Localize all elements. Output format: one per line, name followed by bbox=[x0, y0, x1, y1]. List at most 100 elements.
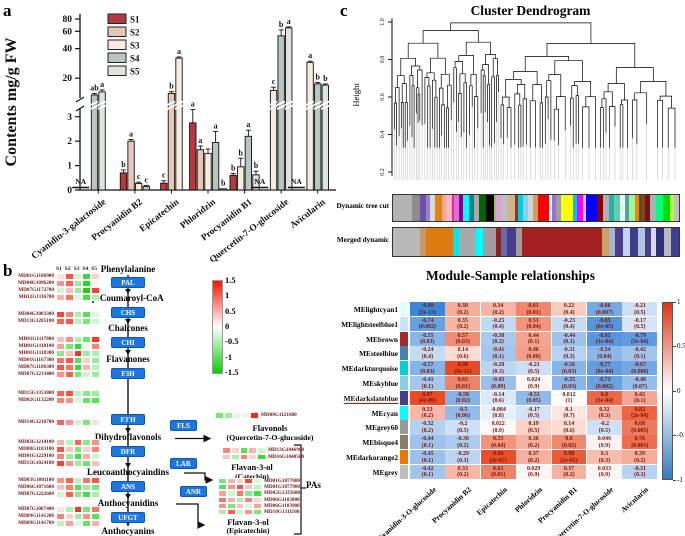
dynamic-module-stripe bbox=[634, 195, 639, 221]
dynamic-module-stripe bbox=[501, 195, 508, 221]
correlation-cell: 0.38 (0.2) bbox=[445, 302, 481, 317]
node-phenylalanine: Phenylalanine bbox=[100, 264, 156, 274]
sig-letter: c bbox=[144, 175, 148, 184]
correlation-cell: 0.012 (1) bbox=[551, 390, 587, 405]
correlation-cell: -0.42 (0.1) bbox=[410, 464, 445, 479]
correlation-cell: -0.17 (0.5) bbox=[622, 316, 658, 331]
correlation-cell: -0.79 (5e-04) bbox=[622, 331, 658, 346]
product-catechin: Flavan-3-ol bbox=[231, 462, 273, 472]
sig-letter: b bbox=[315, 72, 320, 81]
correlation-cell: -0.2 (0.5) bbox=[587, 420, 622, 435]
product-flavonols: Flavonols bbox=[252, 423, 288, 433]
correlation-cell: -0.66 (0.007) bbox=[587, 302, 622, 317]
node-anthocyanidins: Anthocyanidins bbox=[97, 498, 159, 508]
merged-module-stripe bbox=[393, 228, 420, 256]
dynamic-module-stripe bbox=[662, 195, 670, 221]
correlation-cell: 0.8 (3e-04) bbox=[587, 390, 622, 405]
module-color-swatch bbox=[400, 390, 408, 405]
module-label-MEdarkorange2: MEdarkorange2 bbox=[346, 453, 398, 462]
module-color-swatch bbox=[400, 302, 408, 316]
dendrogram-panel: c Cluster Dendrogram Height 1.0 0.8 0.6 0.4… bbox=[336, 0, 685, 260]
sig-letter: b bbox=[239, 148, 244, 157]
dynamic-module-stripe bbox=[673, 195, 679, 221]
correlation-cell: 0.57 (0.03) bbox=[445, 331, 481, 346]
enzyme-f3ph: F3'H bbox=[111, 414, 145, 425]
svg-text:3: 3 bbox=[67, 113, 72, 123]
sig-letter: a bbox=[246, 120, 250, 129]
merged-module-stripe bbox=[655, 228, 665, 256]
correlation-cell: 0.022 (0.9) bbox=[480, 420, 516, 435]
svg-text:0.2: 0.2 bbox=[380, 168, 386, 176]
y-axis-label: Contents mg/g FW bbox=[3, 38, 20, 167]
dynamic-module-stripe bbox=[412, 195, 421, 221]
node-p-coumaroyl-coa: p-Coumaroyl-CoA bbox=[92, 293, 164, 303]
dynamic-module-stripe bbox=[655, 195, 663, 221]
correlation-cell: 0.68 (0.005) bbox=[622, 420, 658, 435]
colorbar-dash bbox=[673, 346, 676, 348]
dynamic-module-stripe bbox=[603, 195, 609, 221]
correlation-cell: 0.88 (2e-05) bbox=[551, 450, 587, 465]
correlation-cell: 0.33 (0.2) bbox=[445, 464, 481, 479]
enzyme-lar: LAR bbox=[170, 458, 197, 469]
correlation-cell: -0.55 (0.03) bbox=[410, 331, 445, 346]
merged-dynamic-label: Merged dynamic bbox=[336, 236, 389, 244]
correlation-cell: 0.36 (0.2) bbox=[516, 435, 551, 450]
bar-Epicatechin-S3 bbox=[175, 57, 183, 191]
dynamic-module-stripe bbox=[533, 195, 539, 221]
correlation-cell: -0.5 (0.06) bbox=[445, 405, 481, 420]
merged-module-stripe bbox=[459, 228, 476, 256]
enzyme-anr: ANR bbox=[180, 486, 207, 497]
dynamic-module-stripe bbox=[596, 195, 604, 221]
correlation-cell: 0.1 (0.7) bbox=[551, 405, 587, 420]
legend-label-S2: S2 bbox=[130, 28, 140, 38]
correlation-cell: -0.57 (0.03) bbox=[410, 361, 445, 376]
module-label-MElightsteelblue1: MElightsteelblue1 bbox=[341, 319, 398, 329]
correlation-cell: -0.67 (0.006) bbox=[622, 361, 658, 376]
correlation-cell: 0.029 (0.9) bbox=[516, 464, 551, 479]
svg-text:60: 60 bbox=[63, 27, 73, 37]
module-label-MEdarkslateblue: MEdarkslateblue bbox=[343, 393, 398, 405]
x-tick-2: Epicatechin bbox=[138, 197, 182, 234]
svg-text:80: 80 bbox=[63, 15, 73, 25]
correlation-cell: 0.3 (0.3) bbox=[587, 450, 622, 465]
x-tick-6: Avicularin bbox=[289, 197, 329, 231]
correlation-cell: -0.2 (0.5) bbox=[445, 420, 481, 435]
correlation-cell: 0.33 (0.2) bbox=[410, 405, 445, 420]
dynamic-module-stripe bbox=[523, 195, 528, 221]
sig-letter: b bbox=[121, 160, 126, 169]
correlation-cell: 0.98 (9e-11) bbox=[445, 361, 481, 376]
dynamic-module-stripe bbox=[442, 195, 447, 221]
bar-Epicatechin-S1 bbox=[160, 182, 168, 191]
dynamic-module-stripe bbox=[551, 195, 556, 221]
dynamic-module-stripe bbox=[555, 195, 562, 221]
product-catechin-sub: (Catechin) bbox=[235, 472, 269, 481]
colorbar-dash bbox=[673, 390, 676, 392]
enzyme-fls: FLS bbox=[170, 420, 197, 431]
panel-c-label: c bbox=[340, 1, 348, 20]
dynamic-module-stripe bbox=[619, 195, 626, 221]
merged-module-stripe bbox=[623, 228, 630, 256]
dynamic-module-stripe bbox=[454, 195, 459, 221]
bar-Phloridzin-S1 bbox=[189, 122, 197, 191]
correlation-cell: 0.39 (0.2) bbox=[622, 450, 658, 465]
module-label-MEbisque4: MEbisque4 bbox=[362, 438, 398, 448]
correlation-cell: -0.58 (0.02) bbox=[445, 390, 481, 405]
correlation-colorbar bbox=[662, 302, 673, 480]
correlation-cell: 0.033 (0.9) bbox=[587, 464, 622, 479]
colorbar-tick: 0.5 bbox=[677, 342, 685, 351]
sig-letter: a bbox=[191, 99, 195, 108]
correlation-cell: -0.17 (0.5) bbox=[516, 405, 551, 420]
module-label-MEdarkturquoise: MEdarkturquoise bbox=[341, 364, 398, 374]
svg-text:NA: NA bbox=[75, 177, 86, 186]
correlation-cell: -0.23 (0.4) bbox=[551, 316, 587, 331]
dynamic-tree-cut-label: Dynamic tree cut bbox=[336, 202, 389, 210]
dynamic-module-stripe bbox=[549, 195, 552, 221]
correlation-cell: 0.37 (0.2) bbox=[516, 450, 551, 465]
merged-module-stripe bbox=[495, 228, 501, 256]
merged-module-stripe bbox=[608, 228, 616, 256]
correlation-cell: -0.14 (0.6) bbox=[480, 390, 516, 405]
module-heatmap-title: Module-Sample relationships bbox=[426, 268, 595, 283]
correlation-cell: -0.73 (0.002) bbox=[587, 376, 622, 391]
merged-module-stripe bbox=[615, 228, 624, 256]
sig-letter: a bbox=[214, 121, 218, 130]
